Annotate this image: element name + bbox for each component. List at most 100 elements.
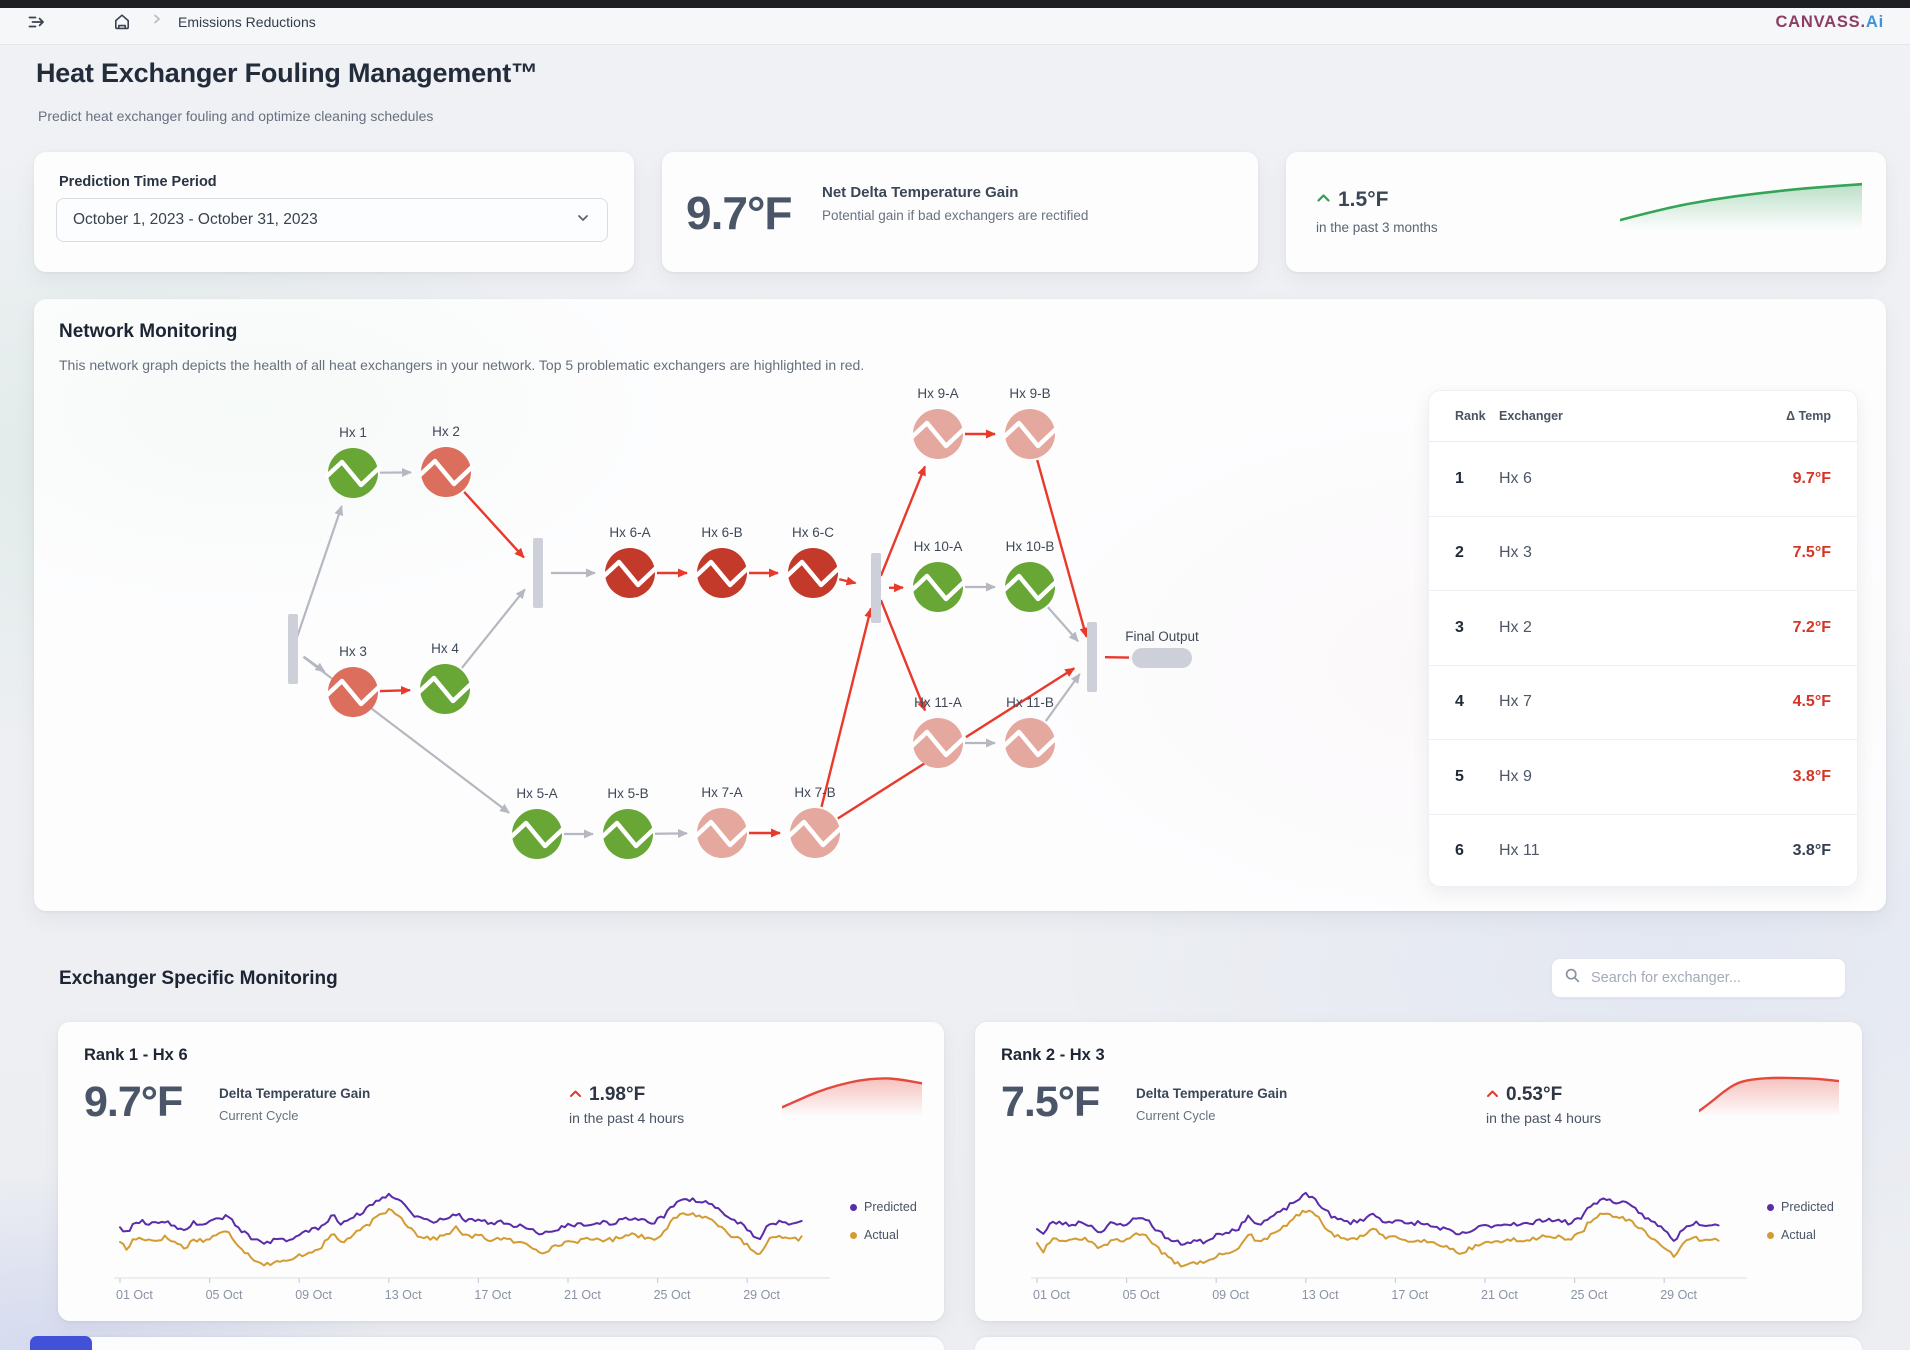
trend-period: in the past 3 months bbox=[1316, 220, 1438, 235]
header-exchanger: Exchanger bbox=[1499, 409, 1563, 423]
exchanger-node-hx4[interactable]: Hx 4 bbox=[416, 641, 474, 714]
exchanger-node-hx1[interactable]: Hx 1 bbox=[324, 425, 382, 498]
delta-temp-cell: 4.5°F bbox=[1792, 693, 1831, 711]
node-label: Hx 11-A bbox=[914, 695, 962, 710]
legend-actual[interactable]: Actual bbox=[1767, 1228, 1816, 1242]
delta-up-icon bbox=[569, 1086, 582, 1104]
net-gain-card: 9.7°F Net Delta Temperature Gain Potenti… bbox=[662, 152, 1258, 272]
sidebar-expand-icon[interactable] bbox=[26, 12, 46, 32]
rank-cell: 1 bbox=[1455, 469, 1464, 487]
legend-predicted[interactable]: Predicted bbox=[1767, 1200, 1834, 1214]
rank-table-row-hx-11[interactable]: 6 Hx 11 3.8°F bbox=[1429, 815, 1857, 887]
exchanger-node-hx7b[interactable]: Hx 7-B bbox=[786, 785, 844, 858]
exchanger-node-hx7a[interactable]: Hx 7-A bbox=[693, 785, 751, 858]
metric-label: Delta Temperature Gain bbox=[1136, 1086, 1288, 1101]
cycle-chart: 01 Oct 05 Oct 09 Oct 13 Oct 17 Oct 21 Oct 25 O… bbox=[1031, 1191, 1747, 1302]
exchanger-node-hx6b[interactable]: Hx 6-B bbox=[693, 525, 751, 598]
x-tick-label: 29 Oct bbox=[743, 1288, 780, 1302]
exchanger-node-hx10a[interactable]: Hx 10-A bbox=[909, 539, 967, 612]
breadcrumb[interactable]: Emissions Reductions bbox=[178, 14, 316, 30]
junction-bar-final bbox=[1087, 622, 1097, 692]
actual-dot bbox=[1767, 1231, 1774, 1239]
exchanger-cell: Hx 2 bbox=[1499, 618, 1532, 636]
legend-predicted-label: Predicted bbox=[864, 1200, 917, 1214]
page-subtitle: Predict heat exchanger fouling and optim… bbox=[38, 108, 434, 124]
final-output-label: Final Output bbox=[1125, 629, 1199, 644]
breadcrumb-chevron-icon bbox=[150, 12, 164, 32]
exchanger-search[interactable] bbox=[1551, 958, 1846, 998]
trend-value: 1.5°F bbox=[1338, 188, 1389, 211]
node-label: Hx 10-A bbox=[914, 539, 963, 554]
legend-predicted[interactable]: Predicted bbox=[850, 1200, 917, 1214]
x-tick-label: 21 Oct bbox=[564, 1288, 601, 1302]
series-actual bbox=[119, 1207, 803, 1267]
edge-hx2-bar2 bbox=[463, 491, 525, 559]
exchanger-node-hx5b[interactable]: Hx 5-B bbox=[599, 786, 657, 859]
series-predicted bbox=[119, 1192, 803, 1245]
exchanger-node-hx2[interactable]: Hx 2 bbox=[417, 424, 475, 497]
header-delta-temp: Δ Temp bbox=[1786, 409, 1831, 423]
edge-bar3-hx9a bbox=[879, 465, 927, 577]
x-tick-label: 17 Oct bbox=[1391, 1288, 1428, 1302]
prediction-period-card: Prediction Time Period October 1, 2023 -… bbox=[34, 152, 634, 272]
node-label: Hx 4 bbox=[431, 641, 459, 656]
floating-action-peek[interactable] bbox=[30, 1336, 92, 1350]
exchanger-node-hx5a[interactable]: Hx 5-A bbox=[508, 786, 566, 859]
search-input[interactable] bbox=[1589, 969, 1823, 987]
delta-temp-cell: 7.2°F bbox=[1792, 618, 1831, 636]
edge-hx6c-bar3 bbox=[838, 576, 857, 586]
exchanger-cell: Hx 6 bbox=[1499, 469, 1532, 487]
exchanger-node-hx11b[interactable]: Hx 11-B bbox=[1001, 695, 1059, 768]
legend-actual[interactable]: Actual bbox=[850, 1228, 899, 1242]
home-icon[interactable] bbox=[112, 12, 132, 32]
exchanger-node-hx3[interactable]: Hx 3 bbox=[324, 644, 382, 717]
monitoring-section-title: Exchanger Specific Monitoring bbox=[59, 968, 338, 989]
series-actual bbox=[1036, 1209, 1720, 1268]
legend-actual-label: Actual bbox=[1781, 1228, 1816, 1242]
rank-table-row-hx-7[interactable]: 4 Hx 7 4.5°F bbox=[1429, 666, 1857, 740]
network-description: This network graph depicts the health of… bbox=[59, 357, 865, 373]
trend-card: 1.5°F in the past 3 months bbox=[1286, 152, 1886, 272]
exchanger-cell: Hx 9 bbox=[1499, 767, 1532, 785]
junction-bar-bar1 bbox=[288, 614, 298, 684]
exchanger-node-hx6c[interactable]: Hx 6-C bbox=[784, 525, 842, 598]
x-tick-label: 01 Oct bbox=[116, 1288, 153, 1302]
metric-sub: Current Cycle bbox=[219, 1108, 299, 1123]
header-rank: Rank bbox=[1455, 409, 1486, 423]
metric-sub: Current Cycle bbox=[1136, 1108, 1216, 1123]
node-label: Hx 6-B bbox=[701, 525, 742, 540]
delta-period: in the past 4 hours bbox=[1486, 1110, 1602, 1126]
exchanger-node-hx6a[interactable]: Hx 6-A bbox=[601, 525, 659, 598]
exchanger-node-hx10b[interactable]: Hx 10-B bbox=[1001, 539, 1059, 612]
delta-temp-cell: 9.7°F bbox=[1792, 469, 1831, 487]
delta-temp-cell: 7.5°F bbox=[1792, 544, 1831, 562]
next-row-card-peek bbox=[975, 1337, 1862, 1350]
exchanger-node-hx9a[interactable]: Hx 9-A bbox=[909, 386, 967, 459]
period-label: Prediction Time Period bbox=[59, 174, 217, 190]
rank-table-row-hx-9[interactable]: 5 Hx 9 3.8°F bbox=[1429, 740, 1857, 815]
node-label: Hx 9-A bbox=[917, 386, 958, 401]
rank-table-row-hx-3[interactable]: 2 Hx 3 7.5°F bbox=[1429, 517, 1857, 591]
delta-period: in the past 4 hours bbox=[569, 1110, 685, 1126]
x-tick-label: 05 Oct bbox=[206, 1288, 243, 1302]
exchanger-node-hx9b[interactable]: Hx 9-B bbox=[1001, 386, 1059, 459]
cycle-chart: 01 Oct 05 Oct 09 Oct 13 Oct 17 Oct 21 Oct 25 O… bbox=[114, 1192, 830, 1302]
chevron-down-icon bbox=[575, 210, 591, 231]
x-tick-label: 17 Oct bbox=[474, 1288, 511, 1302]
search-icon bbox=[1564, 967, 1581, 989]
period-select[interactable]: October 1, 2023 - October 31, 2023 bbox=[56, 198, 608, 242]
rank-table-row-hx-2[interactable]: 3 Hx 2 7.2°F bbox=[1429, 591, 1857, 666]
node-label: Hx 3 bbox=[339, 644, 367, 659]
edge-hx7b-bar3 bbox=[820, 607, 874, 808]
x-tick-label: 09 Oct bbox=[1212, 1288, 1249, 1302]
x-tick-label: 09 Oct bbox=[295, 1288, 332, 1302]
predicted-dot bbox=[850, 1203, 857, 1211]
monitoring-card-rank1: Rank 1 - Hx 6 9.7°F Delta Temperature Ga… bbox=[58, 1022, 944, 1321]
exchanger-node-hx11a[interactable]: Hx 11-A bbox=[909, 695, 967, 768]
brand-logo-primary: CANVASS. bbox=[1775, 12, 1866, 31]
network-title: Network Monitoring bbox=[59, 321, 238, 342]
node-label: Hx 7-B bbox=[794, 785, 835, 800]
edge-hx11b-final bbox=[1044, 673, 1081, 722]
card-value: 7.5°F bbox=[1001, 1078, 1100, 1126]
rank-table-row-hx-6[interactable]: 1 Hx 6 9.7°F bbox=[1429, 442, 1857, 517]
